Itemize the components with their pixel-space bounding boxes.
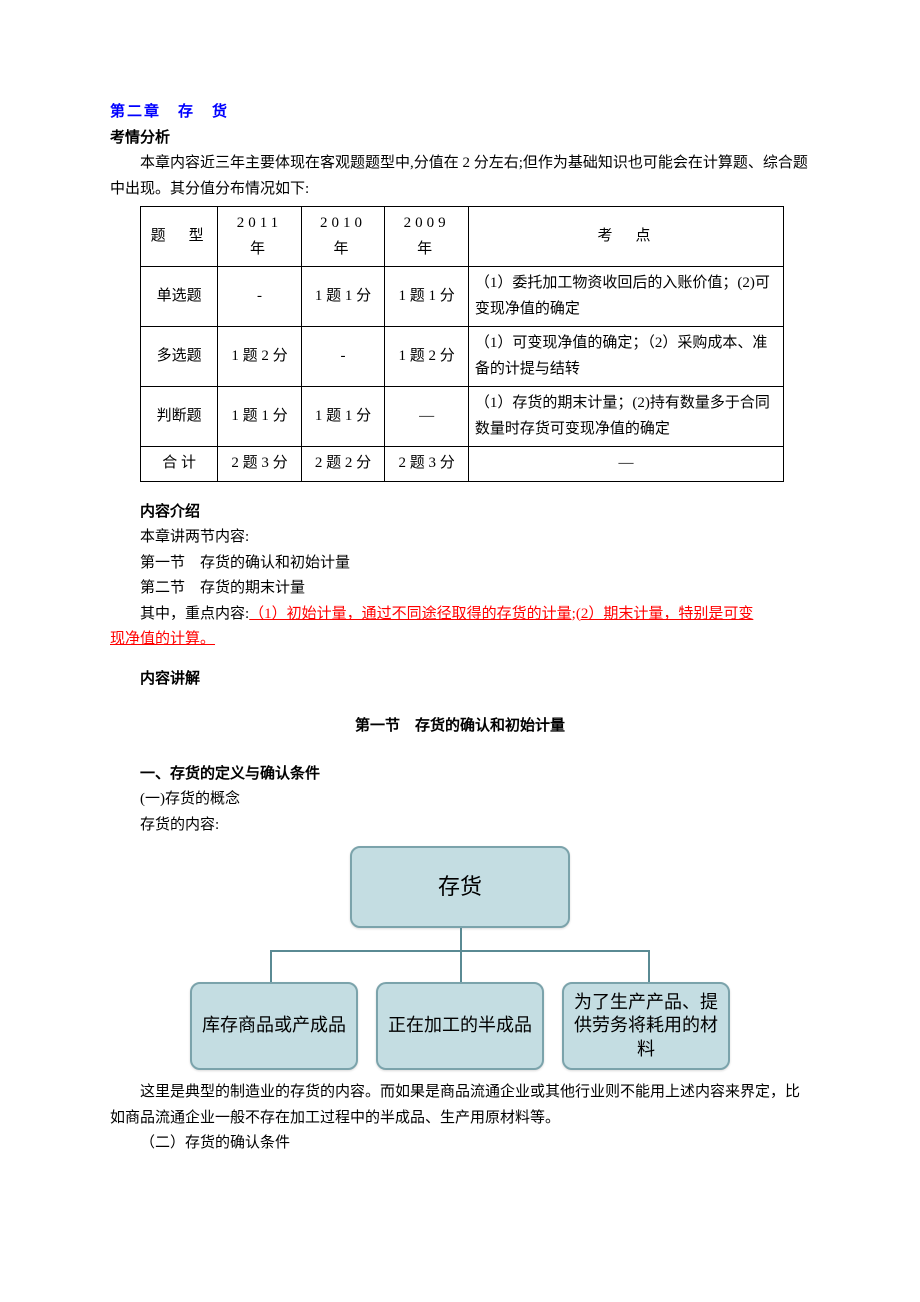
intro-l4-cont: 现净值的计算。 xyxy=(110,627,810,653)
score-table: 题 型 2011 年 2010 年 2009 年 考 点 单选题 - 1 题 1… xyxy=(140,206,784,482)
th-2009: 2009 年 xyxy=(385,207,469,267)
table-row: 多选题 1 题 2 分 - 1 题 2 分 （1）可变现净值的确定；（2）采购成… xyxy=(141,327,784,387)
section1-title: 第一节 存货的确认和初始计量 xyxy=(110,714,810,740)
cell: （1）存货的期末计量；(2)持有数量多于合同数量时存货可变现净值的确定 xyxy=(468,387,783,447)
chapter-title: 第二章 存 货 xyxy=(110,100,810,126)
diagram-connector xyxy=(190,928,730,982)
cell: - xyxy=(218,267,302,327)
th-2011: 2011 年 xyxy=(218,207,302,267)
cell: 单选题 xyxy=(141,267,218,327)
table-body: 单选题 - 1 题 1 分 1 题 1 分 （1）委托加工物资收回后的入账价值；… xyxy=(141,267,784,482)
cell: - xyxy=(301,327,385,387)
inventory-diagram: 存货 库存商品或产成品 正在加工的半成品 为了生产产品、提供劳务将耗用的材料 xyxy=(190,846,730,1070)
cell: 1 题 1 分 xyxy=(385,267,469,327)
tail-p2: （二）存货的确认条件 xyxy=(110,1131,810,1157)
tail-p1: 这里是典型的制造业的存货的内容。而如果是商品流通企业或其他行业则不能用上述内容来… xyxy=(110,1080,810,1131)
diagram-leaf-2: 正在加工的半成品 xyxy=(376,982,544,1070)
cell: 1 题 1 分 xyxy=(218,387,302,447)
cell: — xyxy=(385,387,469,447)
diagram-root-box: 存货 xyxy=(350,846,570,928)
intro-emph-2: 现净值的计算。 xyxy=(110,631,215,647)
cell: （1）委托加工物资收回后的入账价值；(2)可变现净值的确定 xyxy=(468,267,783,327)
cell: 2 题 3 分 xyxy=(385,447,469,482)
cell: 2 题 2 分 xyxy=(301,447,385,482)
analysis-para: 本章内容近三年主要体现在客观题题型中,分值在 2 分左右;但作为基础知识也可能会… xyxy=(110,151,810,202)
th-point: 考 点 xyxy=(468,207,783,267)
intro-l3: 第二节 存货的期末计量 xyxy=(110,576,810,602)
analysis-head: 考情分析 xyxy=(110,126,810,152)
intro-l4: 其中，重点内容:（1）初始计量，通过不同途径取得的存货的计量;(2）期末计量，特… xyxy=(110,602,810,628)
intro-l1: 本章讲两节内容: xyxy=(110,525,810,551)
intro-emph-1: （1）初始计量，通过不同途径取得的存货的计量;(2）期末计量，特别是可变 xyxy=(249,606,753,622)
table-header-row: 题 型 2011 年 2010 年 2009 年 考 点 xyxy=(141,207,784,267)
def-h3: 存货的内容: xyxy=(110,813,810,839)
cell: （1）可变现净值的确定；（2）采购成本、准备的计提与结转 xyxy=(468,327,783,387)
cell: 1 题 1 分 xyxy=(301,387,385,447)
diagram-leaf-1: 库存商品或产成品 xyxy=(190,982,358,1070)
def-h1: 一、存货的定义与确认条件 xyxy=(110,762,810,788)
diagram-leaf-3: 为了生产产品、提供劳务将耗用的材料 xyxy=(562,982,730,1070)
cell: 1 题 1 分 xyxy=(301,267,385,327)
explain-head: 内容讲解 xyxy=(110,667,810,693)
intro-head: 内容介绍 xyxy=(110,500,810,526)
cell: 1 题 2 分 xyxy=(218,327,302,387)
th-2010: 2010 年 xyxy=(301,207,385,267)
cell: 1 题 2 分 xyxy=(385,327,469,387)
intro-l2: 第一节 存货的确认和初始计量 xyxy=(110,551,810,577)
table-row: 合 计 2 题 3 分 2 题 2 分 2 题 3 分 — xyxy=(141,447,784,482)
th-type: 题 型 xyxy=(141,207,218,267)
cell: 合 计 xyxy=(141,447,218,482)
table-row: 判断题 1 题 1 分 1 题 1 分 — （1）存货的期末计量；(2)持有数量… xyxy=(141,387,784,447)
cell: 判断题 xyxy=(141,387,218,447)
cell: 2 题 3 分 xyxy=(218,447,302,482)
def-h2: (一)存货的概念 xyxy=(110,787,810,813)
table-row: 单选题 - 1 题 1 分 1 题 1 分 （1）委托加工物资收回后的入账价值；… xyxy=(141,267,784,327)
cell: 多选题 xyxy=(141,327,218,387)
intro-l4-prefix: 其中，重点内容: xyxy=(140,606,249,622)
cell: — xyxy=(468,447,783,482)
